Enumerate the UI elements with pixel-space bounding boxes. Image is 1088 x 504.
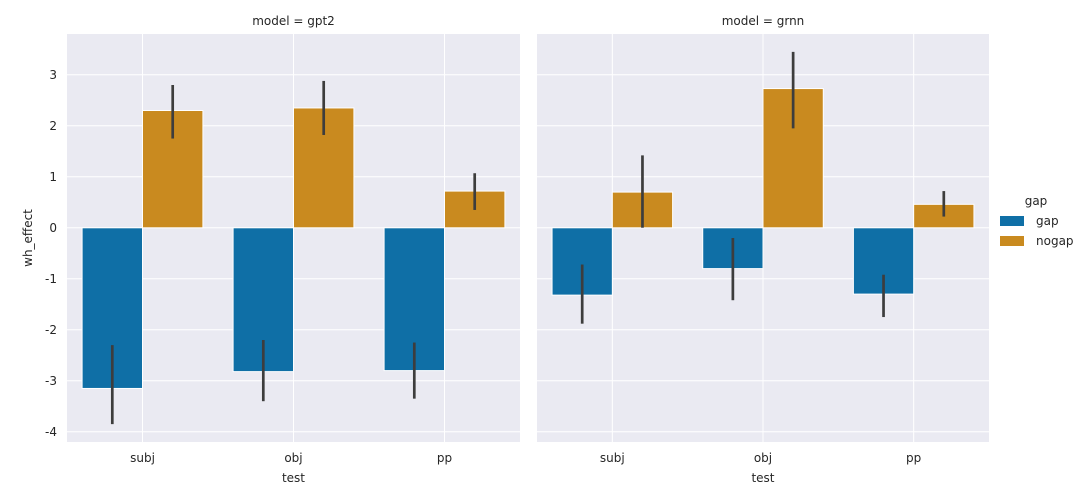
legend-label-nogap: nogap: [1036, 234, 1074, 248]
x-tick-label: obj: [284, 451, 302, 465]
y-tick-label: 3: [49, 68, 57, 82]
x-tick-label: pp: [437, 451, 452, 465]
y-tick-label: 0: [49, 221, 57, 235]
facet-title: model = grnn: [722, 14, 805, 28]
y-tick-label: -4: [45, 425, 57, 439]
x-tick-label: subj: [600, 451, 625, 465]
x-tick-label: subj: [130, 451, 155, 465]
y-tick-label: 2: [49, 119, 57, 133]
x-tick-label: obj: [754, 451, 772, 465]
x-tick-label: pp: [906, 451, 921, 465]
legend-swatch-gap: [1000, 216, 1024, 226]
y-axis-label: wh_effect: [21, 209, 35, 267]
legend-label-gap: gap: [1036, 214, 1059, 228]
y-tick-label: 1: [49, 170, 57, 184]
x-axis-label: test: [282, 471, 305, 485]
y-tick-label: -2: [45, 323, 57, 337]
x-axis-label: test: [751, 471, 774, 485]
y-tick-label: -1: [45, 272, 57, 286]
legend-title: gap: [1025, 194, 1048, 208]
facet-title: model = gpt2: [252, 14, 335, 28]
legend-swatch-nogap: [1000, 236, 1024, 246]
y-tick-label: -3: [45, 374, 57, 388]
